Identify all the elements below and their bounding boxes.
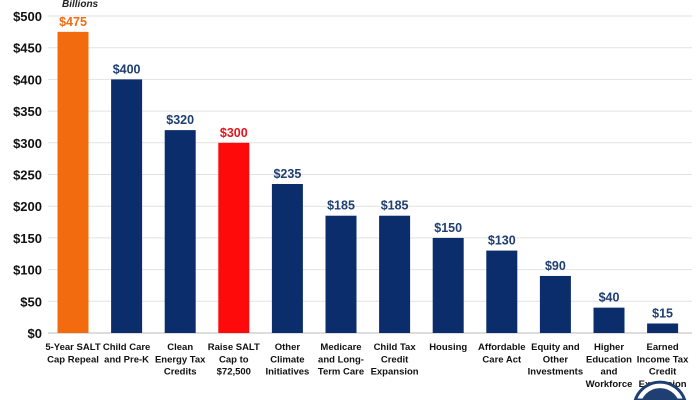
x-category-line: Child Tax bbox=[374, 342, 417, 353]
x-category-line: Credit bbox=[381, 354, 409, 365]
x-category-line: Earned bbox=[646, 342, 678, 353]
bar bbox=[593, 307, 625, 333]
y-tick-label: $200 bbox=[13, 199, 42, 214]
x-category-line: Higher bbox=[594, 342, 624, 353]
x-category-line: Affordable bbox=[478, 342, 526, 353]
bar bbox=[379, 215, 411, 333]
x-category-label: Equity and Other Investments bbox=[528, 342, 583, 378]
x-category-line: 5-Year SALT bbox=[45, 342, 100, 353]
unit-label: Billions bbox=[62, 0, 99, 10]
x-category-line: and bbox=[601, 367, 618, 378]
data-label: $400 bbox=[113, 62, 141, 76]
y-tick-label: $450 bbox=[13, 41, 42, 56]
x-category-line: Climate bbox=[270, 354, 304, 365]
y-tick-label: $150 bbox=[13, 231, 42, 246]
x-category-line: Income Tax bbox=[637, 354, 689, 365]
x-category-line: Cap Repeal bbox=[47, 354, 99, 365]
data-label: $235 bbox=[273, 167, 301, 181]
y-tick-label: $250 bbox=[13, 168, 42, 183]
y-tick-label: $100 bbox=[13, 263, 42, 278]
data-label: $40 bbox=[599, 291, 620, 305]
x-category-line: Energy Tax bbox=[155, 354, 206, 365]
x-category-line: Raise SALT bbox=[208, 342, 260, 353]
x-category-line: Cap to bbox=[219, 354, 249, 365]
bar bbox=[432, 237, 464, 333]
data-label: $90 bbox=[545, 259, 566, 273]
x-category-label: Child Care and Pre-K bbox=[103, 342, 151, 365]
x-category-line: Investments bbox=[528, 367, 583, 378]
x-category-line: Care Act bbox=[482, 354, 522, 365]
x-category-line: Expansion bbox=[371, 367, 419, 378]
bar bbox=[647, 323, 679, 333]
x-category-line: Workforce bbox=[586, 379, 633, 390]
y-tick-label: $500 bbox=[13, 9, 42, 24]
bar bbox=[111, 79, 143, 334]
y-tick-label: $50 bbox=[20, 294, 42, 309]
x-category-line: Credits bbox=[164, 367, 197, 378]
data-label: $150 bbox=[434, 221, 462, 235]
x-category-line: and Long- bbox=[318, 354, 364, 365]
data-label: $320 bbox=[166, 113, 194, 127]
data-label: $130 bbox=[488, 234, 516, 248]
x-category-line: $72,500 bbox=[217, 367, 251, 378]
bar bbox=[325, 215, 357, 333]
x-category-line: Education bbox=[586, 354, 632, 365]
x-category-label: Affordable Care Act bbox=[478, 342, 526, 365]
data-label: $475 bbox=[59, 15, 87, 29]
x-category-label: Other Climate Initiatives bbox=[265, 342, 309, 378]
x-category-line: Clean bbox=[167, 342, 193, 353]
data-label: $300 bbox=[220, 126, 248, 140]
x-category-line: Child Care bbox=[103, 342, 151, 353]
x-category-label: Clean Energy Tax Credits bbox=[155, 342, 206, 378]
x-category-line: and Pre-K bbox=[104, 354, 149, 365]
x-category-label: Housing bbox=[429, 342, 467, 353]
bar bbox=[164, 130, 196, 333]
x-category-label: Child Tax Credit Expansion bbox=[371, 342, 419, 378]
bar bbox=[218, 142, 250, 333]
x-category-line: Housing bbox=[429, 342, 467, 353]
data-label: $185 bbox=[381, 199, 409, 213]
y-tick-label: $400 bbox=[13, 72, 42, 87]
data-label: $185 bbox=[327, 199, 355, 213]
x-category-label: Medicare and Long- Term Care bbox=[318, 342, 364, 378]
x-category-label: Higher Education and Workforce bbox=[586, 342, 633, 390]
x-category-line: Initiatives bbox=[265, 367, 309, 378]
bar bbox=[57, 31, 89, 333]
x-category-line: Equity and bbox=[531, 342, 580, 353]
y-tick-label: $300 bbox=[13, 136, 42, 151]
bar bbox=[539, 275, 571, 333]
x-category-label: 5-Year SALT Cap Repeal bbox=[45, 342, 100, 365]
logo-seal bbox=[633, 380, 687, 400]
x-category-line: Credit bbox=[649, 367, 677, 378]
x-category-line: Term Care bbox=[318, 367, 364, 378]
bar bbox=[486, 250, 518, 333]
y-tick-label: $0 bbox=[28, 326, 42, 341]
x-category-line: Medicare bbox=[320, 342, 361, 353]
y-tick-label: $350 bbox=[13, 104, 42, 119]
x-category-line: Other bbox=[543, 354, 569, 365]
x-category-label: Raise SALT Cap to $72,500 bbox=[208, 342, 260, 378]
data-label: $15 bbox=[652, 306, 673, 320]
bar bbox=[271, 184, 303, 333]
x-category-line: Other bbox=[275, 342, 301, 353]
